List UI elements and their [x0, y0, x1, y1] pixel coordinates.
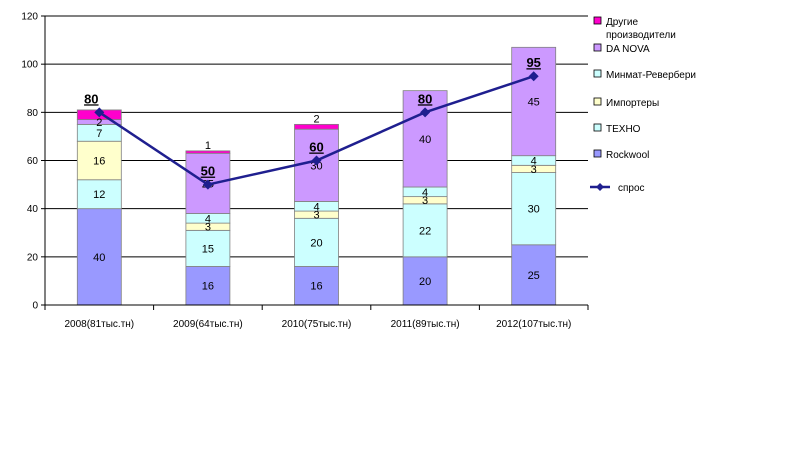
bar-segment	[402, 256, 448, 306]
legend-label: DA NOVA	[606, 44, 650, 55]
demand-point	[528, 71, 539, 82]
x-tick-label: 2008(81тыс.тн)	[64, 319, 134, 330]
data-label: 2	[96, 117, 102, 129]
data-label: 16	[93, 156, 105, 168]
data-label: 3	[205, 222, 211, 234]
x-tick-label: 2011(89тыс.тн)	[391, 319, 460, 330]
legend-label-line: Другие	[606, 17, 638, 28]
bar-segment	[511, 46, 557, 157]
x-tick-label: 2010(75тыс.тн)	[282, 319, 352, 330]
legend-swatch	[593, 43, 602, 52]
legend-label: спрос	[618, 183, 645, 194]
legend-swatch	[593, 149, 602, 158]
data-label: 4	[531, 156, 537, 168]
segment-labels: 4012167216153425116203430220223440253034…	[93, 96, 540, 292]
data-label: 3	[313, 210, 319, 222]
legend-swatch	[593, 123, 602, 132]
legend-label: Минмат-Ревербери	[606, 69, 696, 81]
data-label: 1	[205, 140, 211, 152]
legend-label: Rockwool	[606, 150, 649, 161]
data-label: 4	[205, 213, 211, 225]
data-label: 12	[93, 189, 105, 201]
data-label: 3	[531, 164, 537, 176]
bar-segment	[76, 140, 122, 181]
bar-segment	[402, 203, 448, 258]
legend-swatch	[593, 69, 602, 78]
y-tick-label: 20	[27, 252, 39, 263]
demand-label: 80	[418, 91, 432, 106]
data-label: 7	[96, 128, 102, 140]
legend-label: ТЕХНО	[606, 124, 641, 135]
data-label: 40	[419, 134, 431, 146]
bar-segment	[185, 266, 231, 306]
bars	[76, 46, 557, 306]
y-tick-label: 80	[27, 108, 39, 119]
data-label: 15	[202, 243, 214, 255]
legend-swatch	[593, 97, 602, 106]
data-label: 16	[310, 281, 322, 293]
demand-point	[311, 155, 322, 166]
data-label: 45	[528, 96, 540, 108]
bar-segment	[294, 266, 339, 306]
legend-label: Другие производители	[606, 17, 676, 41]
legend: Другие производители DA NOVA Минмат-Ревербе…	[590, 16, 696, 194]
demand-label: 80	[84, 91, 98, 106]
legend-label: Импортеры	[606, 98, 659, 109]
data-label: 22	[419, 225, 431, 237]
y-tick-label: 120	[21, 12, 38, 23]
data-label: 4	[422, 187, 428, 199]
bar-segment	[294, 123, 339, 130]
legend-label-line: производители	[606, 30, 676, 41]
demand-line: 80 50 60 80 95	[84, 55, 541, 190]
x-tick-label: 2009(64тыс.тн)	[173, 319, 243, 330]
y-tick-label: 60	[27, 156, 39, 167]
data-label: 3	[422, 195, 428, 207]
y-tick-label: 100	[21, 60, 38, 71]
bar-segment	[511, 172, 557, 246]
demand-label: 50	[201, 164, 215, 179]
data-label: 20	[310, 237, 322, 249]
data-label: 4	[313, 201, 319, 213]
bar-segment	[76, 179, 122, 210]
data-label: 40	[93, 252, 105, 264]
legend-line-marker	[596, 183, 604, 191]
demand-point	[202, 179, 213, 190]
x-tick-label: 2012(107тыс.тн)	[496, 319, 571, 330]
bar-segment	[511, 244, 557, 306]
demand-label: 60	[309, 140, 323, 155]
data-label: 25	[528, 270, 540, 282]
bar-segment	[294, 217, 339, 267]
y-tick-label: 0	[32, 301, 38, 312]
demand-label: 95	[526, 55, 540, 70]
bar-segment	[185, 150, 231, 154]
data-label: 2	[313, 113, 319, 125]
demand-point	[420, 107, 431, 118]
y-tick-label: 40	[27, 204, 39, 215]
demand-point	[94, 107, 105, 118]
data-label: 16	[202, 281, 214, 293]
data-label: 30	[528, 204, 540, 216]
data-label: 20	[419, 276, 431, 288]
data-label: 30	[310, 160, 322, 172]
legend-swatch	[593, 16, 602, 25]
